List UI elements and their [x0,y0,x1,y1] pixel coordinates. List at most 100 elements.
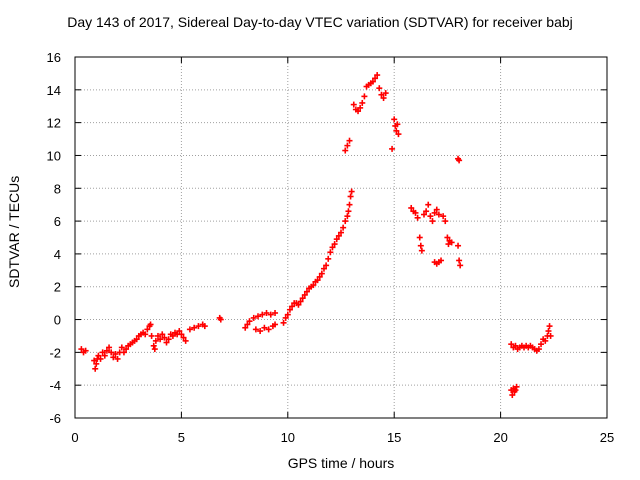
data-point [297,298,304,305]
data-point [99,349,106,356]
y-tick-label: 8 [54,181,61,196]
data-point [82,347,89,354]
y-tick-label: 0 [54,313,61,328]
data-point [314,277,321,284]
data-point [289,303,296,310]
data-point [423,208,430,215]
data-point [347,193,354,200]
data-point [420,211,427,218]
data-point [108,349,115,356]
data-point [103,347,110,354]
data-point [412,209,419,216]
data-point [161,334,168,341]
data-point [376,85,383,92]
data-point [123,346,130,353]
data-point [244,321,251,328]
data-point [114,355,121,362]
x-tick-label: 15 [387,430,401,445]
data-point [78,346,85,353]
y-tick-label: 2 [54,280,61,295]
data-point [257,328,264,335]
data-point [178,331,185,338]
data-point [310,282,317,289]
data-point [286,306,293,313]
data-point [512,342,519,349]
data-point [448,239,455,246]
data-point [159,331,166,338]
y-tick-label: 4 [54,247,61,262]
data-point [299,295,306,302]
data-point [142,331,149,338]
data-point [154,332,161,339]
data-point [509,392,516,399]
data-point [444,234,451,241]
chart-title: Day 143 of 2017, Sidereal Day-to-day VTE… [67,14,573,30]
data-point [186,326,193,333]
data-point [456,257,463,264]
data-point [542,337,549,344]
data-point [97,355,104,362]
data-point [342,218,349,225]
y-tick-label: 14 [47,83,61,98]
data-point [348,188,355,195]
data-point [350,101,357,108]
data-point [265,326,272,333]
data-point [418,247,425,254]
data-point [110,354,117,361]
y-tick-label: -4 [49,378,61,393]
data-point [382,90,389,97]
data-point [416,234,423,241]
data-point [157,336,164,343]
data-point [176,328,183,335]
data-point [547,332,554,339]
data-points [78,72,554,399]
data-point [106,344,113,351]
data-point [333,236,340,243]
data-point [242,324,249,331]
data-point [380,95,387,102]
data-point [433,206,440,213]
data-point [282,314,289,321]
data-point [284,311,291,318]
data-point [369,78,376,85]
grid-lines [75,57,607,418]
data-point [372,75,379,82]
data-point [318,270,325,277]
y-tick-label: 12 [47,116,61,131]
data-point [152,337,159,344]
data-point [91,357,98,364]
data-point [438,257,445,264]
data-point [93,360,100,367]
data-point [345,208,352,215]
y-tick-label: -2 [49,345,61,360]
x-tick-label: 10 [281,430,295,445]
data-point [246,318,253,325]
data-point [393,127,400,134]
data-point [395,131,402,138]
y-tick-label: 16 [47,50,61,65]
data-point [340,224,347,231]
data-point [546,323,553,330]
data-point [391,116,398,123]
data-point [263,309,270,316]
data-point [394,121,401,128]
x-axis-label: GPS time / hours [287,455,395,471]
data-point [191,324,198,331]
data-point [272,309,279,316]
data-point [151,346,158,353]
x-tick-label: 25 [600,430,614,445]
data-point [374,72,381,79]
data-point [280,319,287,326]
data-point [427,213,434,220]
data-point [301,291,308,298]
data-point [346,201,353,208]
data-point [408,204,415,211]
data-point [92,365,99,372]
data-point [342,147,349,154]
data-point [255,313,262,320]
data-point [361,93,368,100]
data-point [120,349,127,356]
data-point [512,387,519,394]
data-point [163,339,170,346]
data-point [442,218,449,225]
